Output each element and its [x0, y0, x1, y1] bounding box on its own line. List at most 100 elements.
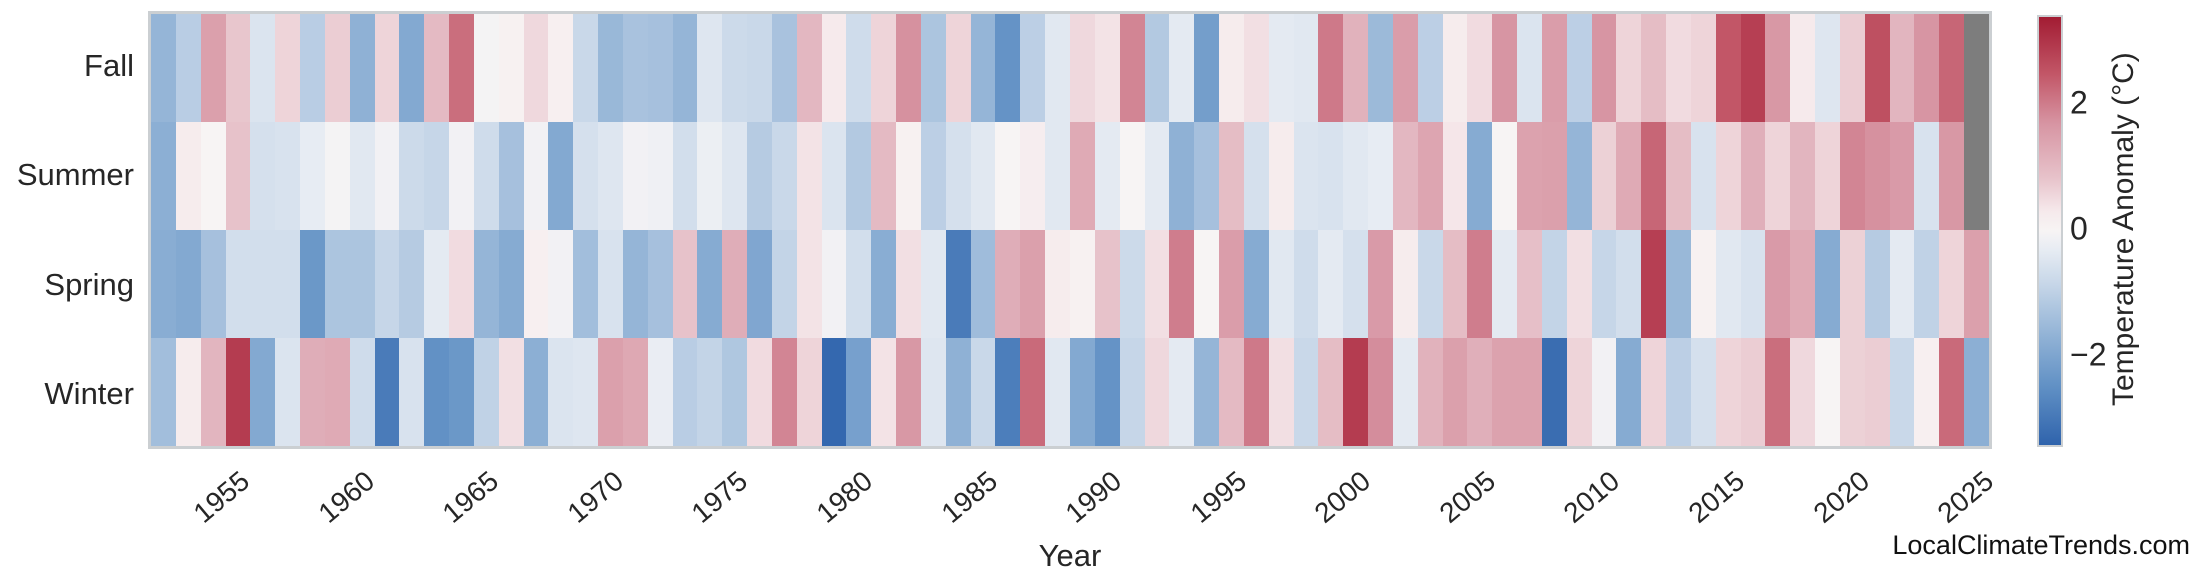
- heatmap-cell: [672, 14, 698, 122]
- heatmap-cell: [1045, 14, 1070, 122]
- heatmap-cell: [324, 338, 350, 446]
- heatmap-cell: [424, 230, 450, 338]
- heatmap-cell: [1939, 122, 1965, 230]
- heatmap-cell: [1268, 122, 1294, 230]
- heatmap-cell: [498, 230, 524, 338]
- heatmap-cell: [647, 230, 673, 338]
- heatmap-cell: [1492, 14, 1518, 122]
- heatmap-cell: [1343, 230, 1369, 338]
- heatmap-cell: [1442, 14, 1468, 122]
- heatmap-cell: [225, 14, 251, 122]
- heatmap-cell: [1765, 338, 1791, 446]
- heatmap-cell: [473, 338, 499, 446]
- heatmap-cell: [945, 14, 971, 122]
- heatmap-cell: [920, 230, 946, 338]
- heatmap-cell: [523, 14, 549, 122]
- heatmap-cell: [1889, 230, 1915, 338]
- heatmap-cell: [1268, 230, 1294, 338]
- x-axis-title: Year: [1038, 538, 1102, 573]
- heatmap-cell: [349, 14, 375, 122]
- heatmap-cell: [1417, 122, 1443, 230]
- heatmap-cell: [1144, 122, 1170, 230]
- colorbar-title: Temperature Anomaly (°C): [2107, 52, 2140, 406]
- heatmap-cell: [1368, 122, 1393, 230]
- heatmap-cell: [1467, 338, 1493, 446]
- heatmap-cell: [1541, 14, 1567, 122]
- heatmap-cell: [1268, 338, 1294, 446]
- heatmap-cell: [523, 338, 549, 446]
- heatmap-cell: [449, 122, 474, 230]
- heatmap-cell: [970, 122, 996, 230]
- heatmap-cell: [920, 14, 946, 122]
- heatmap-cell: [200, 14, 226, 122]
- heatmap-cell: [449, 338, 474, 446]
- heatmap-cell: [250, 14, 276, 122]
- heatmap-cell: [175, 338, 201, 446]
- heatmap-cell: [548, 14, 574, 122]
- heatmap-cell: [1666, 14, 1691, 122]
- heatmap-cell: [1467, 122, 1493, 230]
- heatmap-cell: [1541, 230, 1567, 338]
- heatmap-cell: [622, 230, 648, 338]
- heatmap-cell: [1119, 14, 1145, 122]
- heatmap-cell: [300, 338, 325, 446]
- heatmap-cell: [1666, 338, 1691, 446]
- heatmap-cell: [1566, 338, 1592, 446]
- heatmap-cell: [1790, 14, 1816, 122]
- heatmap-cell: [250, 122, 276, 230]
- heatmap-cell: [1815, 230, 1840, 338]
- heatmap-cell: [225, 230, 251, 338]
- heatmap-cell: [1566, 230, 1592, 338]
- heatmap-cell: [324, 230, 350, 338]
- heatmap-cell: [970, 338, 996, 446]
- heatmap-cell: [1541, 122, 1567, 230]
- heatmap-cell: [573, 230, 599, 338]
- heatmap-cell: [1864, 338, 1890, 446]
- heatmap-cell: [275, 230, 301, 338]
- heatmap-cell: [1839, 338, 1865, 446]
- heatmap-cell: [473, 230, 499, 338]
- heatmap-cell: [498, 14, 524, 122]
- heatmap-cell: [1591, 230, 1617, 338]
- heatmap-cell: [1219, 122, 1244, 230]
- x-tick-label: 1970: [561, 465, 629, 529]
- heatmap-cell: [200, 122, 226, 230]
- colorbar: [2037, 15, 2063, 447]
- heatmap-cell: [1069, 14, 1095, 122]
- heatmap-cell: [1467, 230, 1493, 338]
- heatmap-cell: [1094, 122, 1120, 230]
- row-label: Fall: [84, 47, 134, 83]
- heatmap-cell: [821, 338, 847, 446]
- heatmap-cell: [523, 122, 549, 230]
- heatmap-cell: [1740, 230, 1766, 338]
- heatmap-cell: [424, 14, 450, 122]
- heatmap-cell: [1094, 230, 1120, 338]
- heatmap-cell: [200, 230, 226, 338]
- heatmap-cell: [722, 14, 748, 122]
- heatmap-cell: [399, 230, 425, 338]
- colorbar-tick-label: 0: [2070, 210, 2088, 247]
- heatmap-cell: [622, 14, 648, 122]
- heatmap-cell: [697, 122, 723, 230]
- heatmap-cell: [548, 122, 574, 230]
- heatmap-cell: [1069, 122, 1095, 230]
- heatmap-cell: [1219, 14, 1244, 122]
- x-tick-label: 1990: [1059, 465, 1128, 529]
- heatmap-cell: [1492, 338, 1518, 446]
- heatmap-cell: [1914, 14, 1940, 122]
- heatmap-cell: [449, 230, 474, 338]
- heatmap-cell: [846, 230, 872, 338]
- heatmap-cell: [1169, 230, 1195, 338]
- heatmap-cell: [1045, 230, 1070, 338]
- heatmap-cell: [771, 14, 797, 122]
- heatmap-cell: [324, 122, 350, 230]
- heatmap-cell: [846, 14, 872, 122]
- heatmap-cell: [473, 14, 499, 122]
- heatmap-cell: [722, 338, 748, 446]
- heatmap-cell: [647, 14, 673, 122]
- heatmap-cell: [1467, 14, 1493, 122]
- heatmap-cell: [1616, 338, 1642, 446]
- heatmap-cell: [1641, 122, 1667, 230]
- heatmap-cell: [1442, 230, 1468, 338]
